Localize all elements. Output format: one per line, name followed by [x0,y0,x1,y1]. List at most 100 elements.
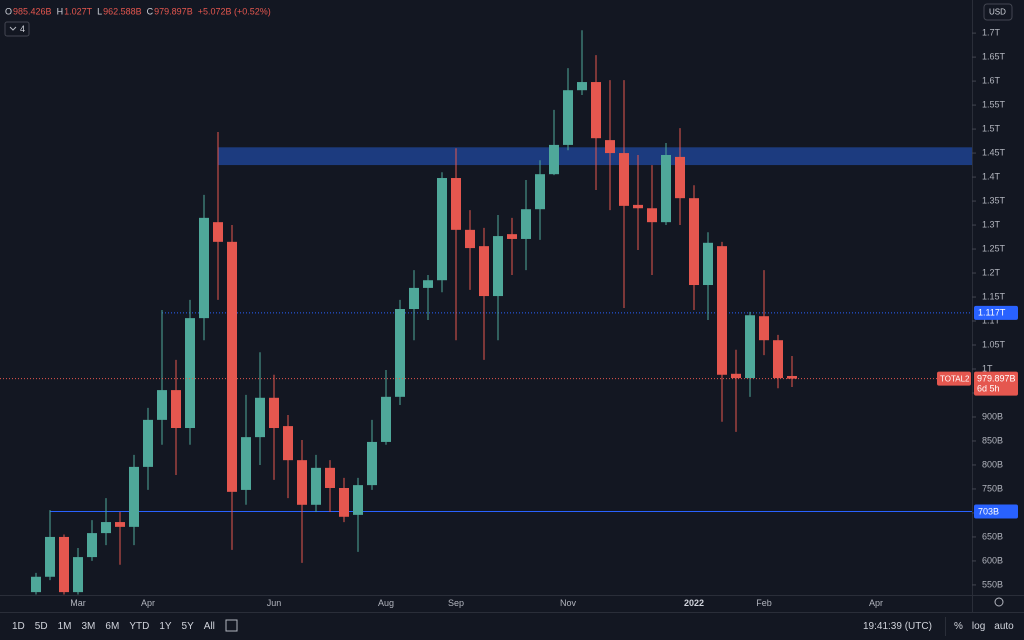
x-tick-label: Apr [869,598,883,608]
y-tick-label: 600B [982,555,1003,565]
candle-body [143,419,153,467]
legend-key: H [57,6,64,16]
y-tick-label: 750B [982,483,1003,493]
candle-body [773,340,783,379]
range-button[interactable]: 3M [82,621,96,632]
candle-body [787,375,797,379]
range-button[interactable]: 1D [12,621,25,632]
candle-body [339,487,349,517]
resistance-zone [218,147,972,166]
candle-body [675,156,685,199]
clock: 19:41:39 (UTC) [863,621,932,632]
candle-body [297,460,307,505]
candle-body [157,390,167,420]
x-tick-label: Apr [141,598,155,608]
y-tick-label: 1.5T [982,123,1001,133]
candle-body [689,198,699,286]
scale-option[interactable]: auto [994,621,1014,632]
y-tick-label: 1.45T [982,147,1006,157]
range-button[interactable]: 5D [35,621,48,632]
candle-body [535,174,545,210]
y-tick-label: 1.55T [982,99,1006,109]
candle-body [255,397,265,438]
candle-body [325,467,335,488]
y-tick-label: 1.4T [982,171,1001,181]
x-tick-label: Nov [560,598,577,608]
indicator-toggle[interactable] [4,21,30,37]
y-tick-label: 1.1T [982,315,1001,325]
candle-body [563,90,573,145]
legend-value: 962.588B [103,6,142,16]
candle-body [283,426,293,461]
y-tick-label: 1.05T [982,339,1006,349]
range-button[interactable]: All [204,621,215,632]
price-label: 979.897B [977,374,1016,384]
candle-body [661,154,671,223]
y-tick-label: 650B [982,531,1003,541]
level-tag [974,504,1018,519]
y-tick-label: 1.3T [982,219,1001,229]
candle-body [577,82,587,91]
candle-body [423,280,433,288]
scale-option[interactable]: log [972,621,985,632]
y-tick-label: 550B [982,579,1003,589]
candle-body [549,144,559,175]
chevron-icon [9,26,17,31]
candle-body [45,536,55,577]
settings-icon[interactable] [994,597,1004,607]
candle-body [353,485,363,515]
candle-body [437,178,447,281]
y-tick-label: 1.25T [982,243,1006,253]
range-button[interactable]: YTD [129,621,149,632]
candle-body [129,466,139,527]
countdown-label: 6d 5h [977,384,1000,394]
range-button[interactable]: 6M [105,621,119,632]
candle-body [115,522,125,527]
candle-body [59,536,69,593]
candle-body [717,246,727,375]
candle-body [591,82,601,139]
candle-body [479,246,489,297]
currency-button[interactable] [983,3,1013,21]
candle-body [31,576,41,593]
legend-change: +5.072B (+0.52%) [198,6,271,16]
range-button[interactable]: 1Y [159,621,172,632]
price-tag [974,371,1018,396]
range-button[interactable]: 5Y [182,621,195,632]
x-tick-label: Aug [378,598,394,608]
candle-body [465,229,475,249]
candle-body [101,522,111,534]
candle-body [409,287,419,310]
candle-body [703,242,713,286]
range-button[interactable]: 1M [58,621,72,632]
candle-body [269,397,279,429]
level-tag [974,305,1018,320]
legend-key: L [97,6,102,16]
y-tick-label: 1.35T [982,195,1006,205]
candle-body [227,241,237,492]
candle-body [367,441,377,486]
candle-body [185,318,195,429]
x-tick-label: Jun [267,598,282,608]
candle-body [311,467,321,505]
candle-body [87,533,97,558]
y-tick-label: 900B [982,411,1003,421]
candle-body [619,153,629,206]
y-tick-label: 1.7T [982,27,1001,37]
symbol-label: TOTAL2 [940,374,970,383]
candle-body [521,209,531,239]
candle-body [745,315,755,379]
calendar-icon[interactable] [225,619,238,632]
x-tick-label: Sep [448,598,464,608]
candle-body [171,390,181,429]
candle-body [605,140,615,154]
x-tick-label: 2022 [684,598,704,608]
scale-option[interactable]: % [954,621,963,632]
symbol-tag [937,371,971,386]
candle-body [73,557,83,593]
candle-body [241,437,251,490]
y-tick-label: 1.15T [982,291,1006,301]
legend-key: O [5,6,12,16]
candle-body [647,208,657,223]
candle-body [493,236,503,297]
